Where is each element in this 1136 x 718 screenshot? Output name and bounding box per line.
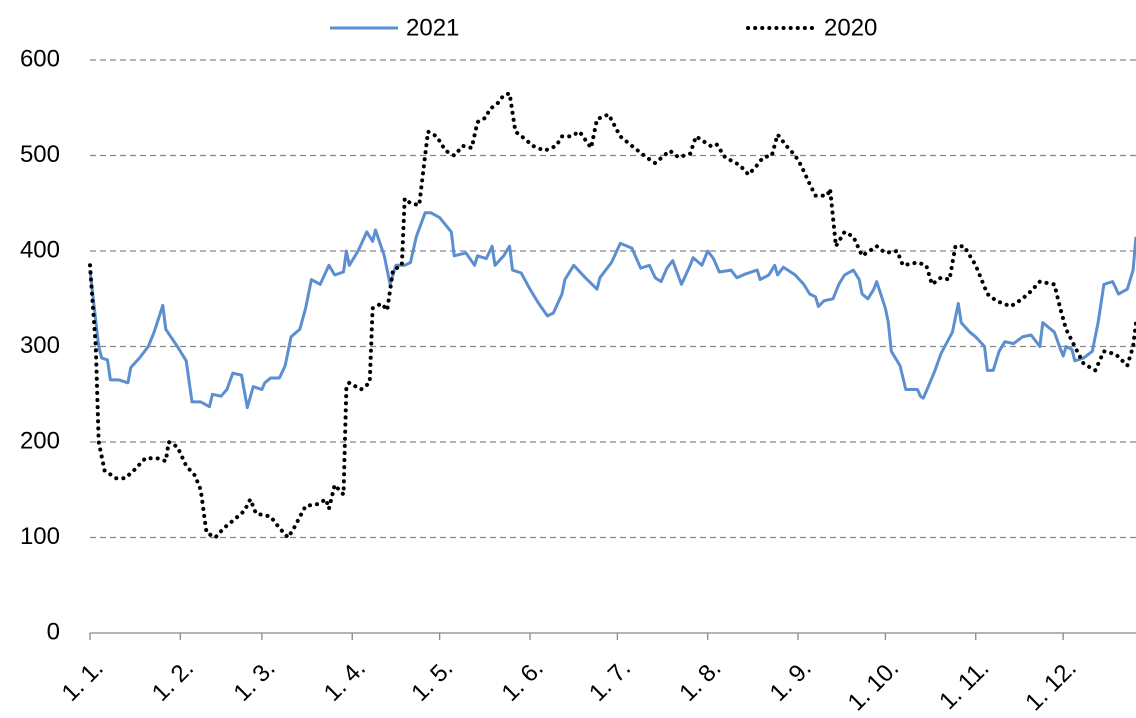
x-tick-label: 1. 4. [319, 655, 371, 707]
y-tick-label: 300 [20, 332, 60, 359]
series-line [88, 91, 1136, 540]
y-tick-label: 0 [47, 618, 60, 645]
x-tick-label: 1. 10. [843, 655, 905, 717]
series-line [88, 211, 1136, 410]
x-tick-label: 1. 8. [674, 655, 726, 707]
y-tick-label: 600 [20, 45, 60, 72]
y-tick-label: 400 [20, 236, 60, 263]
y-tick-label: 500 [20, 141, 60, 168]
x-tick-label: 1. 1. [57, 655, 109, 707]
x-tick-label: 1. 9. [765, 655, 817, 707]
x-tick-label: 1. 11. [934, 655, 994, 715]
legend-label: 2021 [406, 14, 459, 41]
x-tick-label: 1. 12. [1020, 655, 1082, 717]
y-tick-label: 100 [20, 523, 60, 550]
x-tick-label: 1. 6. [497, 655, 549, 707]
x-tick-label: 1. 7. [584, 655, 636, 707]
x-tick-label: 1. 2. [147, 655, 199, 707]
y-tick-label: 200 [20, 427, 60, 454]
legend-label: 2020 [824, 14, 877, 41]
x-tick-label: 1. 3. [229, 655, 281, 707]
x-tick-label: 1. 5. [406, 655, 458, 707]
